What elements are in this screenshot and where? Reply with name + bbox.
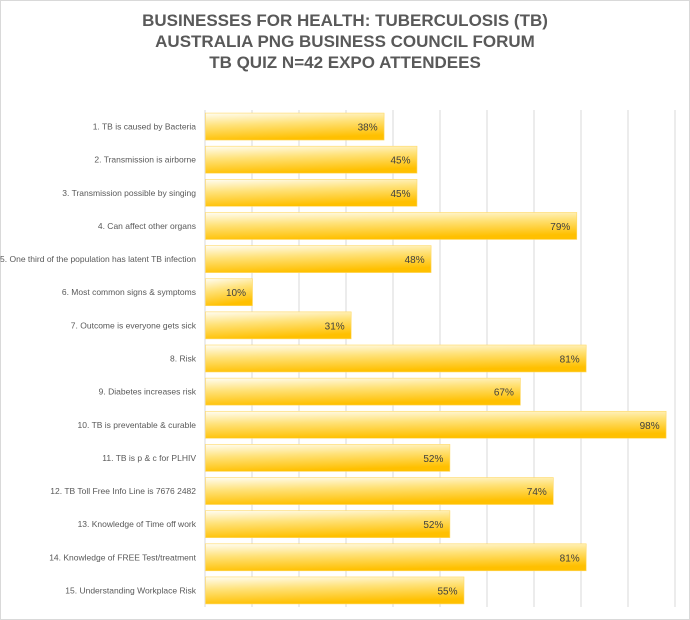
- bar: [205, 543, 587, 572]
- category-label: 14. Knowledge of FREE Test/treatment: [49, 552, 196, 562]
- data-label: 74%: [527, 487, 547, 498]
- bar: [205, 112, 385, 141]
- bar: [205, 245, 432, 273]
- data-label: 38%: [358, 123, 378, 134]
- bar: [205, 179, 418, 207]
- data-label: 55%: [437, 586, 457, 597]
- bar: [205, 477, 554, 505]
- data-label: 79%: [550, 222, 570, 233]
- data-label: 98%: [640, 421, 660, 432]
- bar: [205, 377, 521, 406]
- bar: [205, 278, 253, 307]
- category-label: 1. TB is caused by Bacteria: [93, 122, 197, 132]
- title-line-2: AUSTRALIA PNG BUSINESS COUNCIL FORUM: [155, 32, 535, 51]
- data-label: 52%: [423, 520, 443, 531]
- title-line-3: TB QUIZ N=42 EXPO ATTENDEES: [209, 53, 481, 72]
- bar: [205, 212, 578, 240]
- bar: [205, 444, 451, 472]
- category-label: 8. Risk: [170, 354, 197, 364]
- bar: [205, 145, 418, 174]
- bar: [205, 576, 465, 605]
- category-label: 6. Most common signs & symptoms: [62, 287, 196, 297]
- category-label: 10. TB is preventable & curable: [78, 420, 197, 430]
- data-label: 45%: [390, 156, 410, 167]
- category-label: 3. Transmission possible by singing: [62, 188, 196, 198]
- data-label: 45%: [390, 189, 410, 200]
- data-label: 52%: [423, 454, 443, 465]
- data-label: 81%: [560, 553, 580, 564]
- bar: [205, 410, 667, 439]
- category-label: 5. One third of the population has laten…: [0, 254, 196, 264]
- category-label: 7. Outcome is everyone gets sick: [71, 320, 197, 330]
- bar: [205, 311, 352, 340]
- data-label: 81%: [560, 355, 580, 366]
- bar: [205, 510, 451, 538]
- bar: [205, 344, 587, 373]
- category-label: 13. Knowledge of Time off work: [78, 519, 197, 529]
- data-label: 10%: [226, 288, 246, 299]
- category-label: 15. Understanding Workplace Risk: [65, 585, 196, 595]
- category-label: 12. TB Toll Free Info Line is 7676 2482: [50, 486, 196, 496]
- data-label: 48%: [405, 255, 425, 266]
- category-label: 11. TB is p & c for PLHIV: [102, 453, 196, 463]
- data-label: 67%: [494, 388, 514, 399]
- category-label: 9. Diabetes increases risk: [99, 387, 197, 397]
- category-label: 2. Transmission is airborne: [94, 155, 196, 165]
- category-label: 4. Can affect other organs: [98, 221, 196, 231]
- data-label: 31%: [325, 321, 345, 332]
- chart-title: BUSINESSES FOR HEALTH: TUBERCULOSIS (TB)…: [0, 10, 690, 73]
- title-line-1: BUSINESSES FOR HEALTH: TUBERCULOSIS (TB): [142, 11, 548, 30]
